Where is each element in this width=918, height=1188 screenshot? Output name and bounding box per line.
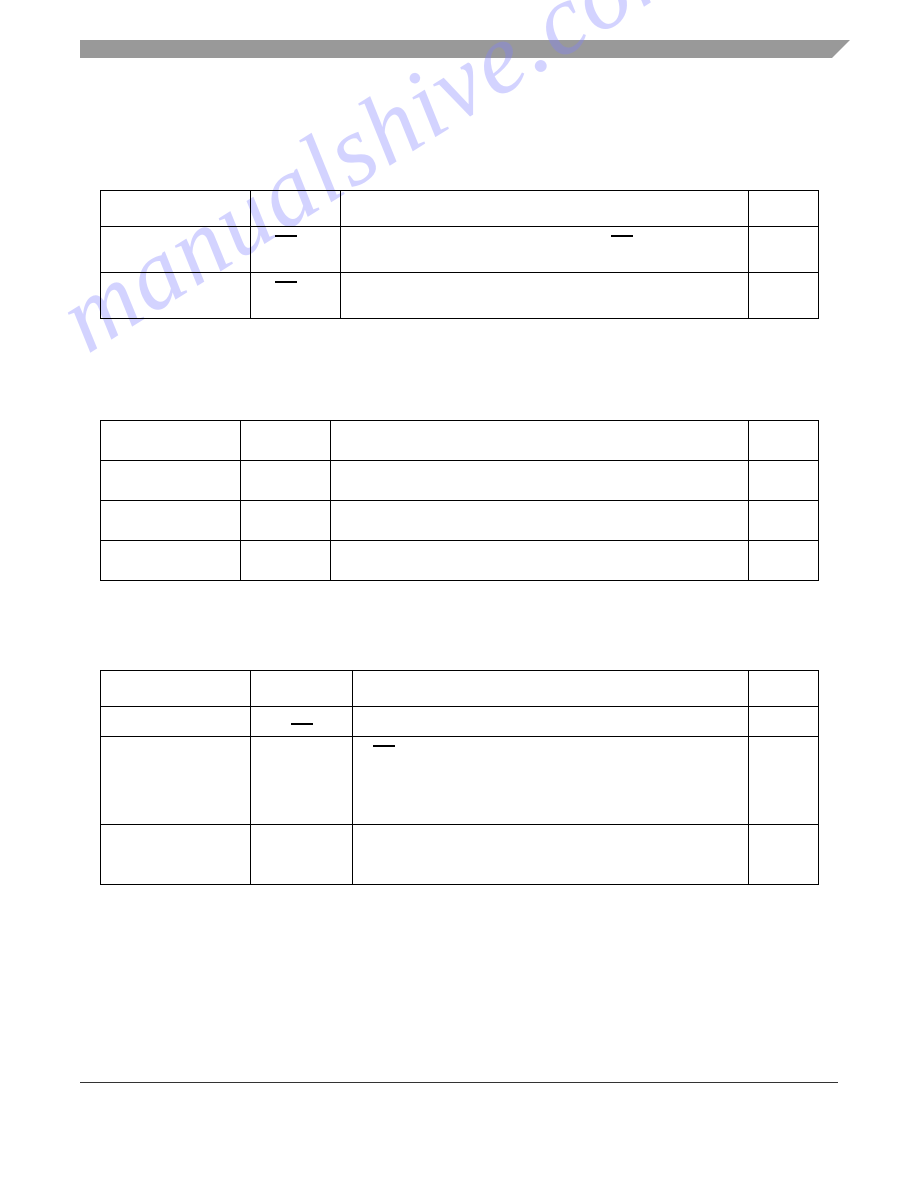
underline-mark — [373, 745, 395, 747]
underline-mark — [611, 235, 633, 237]
table-cell — [101, 461, 241, 501]
table-cell — [101, 501, 241, 541]
table-cell — [251, 227, 341, 273]
table-cell — [241, 421, 331, 461]
table-cell — [241, 541, 331, 581]
table-cell — [749, 541, 819, 581]
table-cell — [353, 825, 749, 885]
table-cell — [749, 273, 819, 319]
underline-mark — [275, 235, 297, 237]
table-1 — [100, 190, 819, 319]
table-cell — [341, 273, 749, 319]
table-cell — [749, 191, 819, 227]
table-cell — [251, 825, 353, 885]
table-cell — [101, 671, 251, 707]
table-cell — [749, 501, 819, 541]
header-bar — [80, 40, 840, 58]
table-row — [101, 707, 819, 737]
table-cell — [101, 421, 241, 461]
table-cell — [331, 461, 749, 501]
table-cell — [749, 227, 819, 273]
table-cell — [101, 707, 251, 737]
table-cell — [353, 737, 749, 825]
table-cell — [241, 461, 331, 501]
table-cell — [101, 227, 251, 273]
table-cell — [101, 541, 241, 581]
table-cell — [353, 671, 749, 707]
table-cell — [241, 501, 331, 541]
table-row — [101, 671, 819, 707]
table-cell — [749, 707, 819, 737]
table-cell — [101, 273, 251, 319]
table-cell — [341, 191, 749, 227]
table-cell — [353, 707, 749, 737]
table-cell — [749, 737, 819, 825]
table-cell — [251, 707, 353, 737]
table-row — [101, 541, 819, 581]
table-cell — [251, 671, 353, 707]
table-cell — [101, 737, 251, 825]
table-cell — [101, 825, 251, 885]
table-row — [101, 461, 819, 501]
table-cell — [749, 421, 819, 461]
table-cell — [749, 825, 819, 885]
table-row — [101, 273, 819, 319]
table-cell — [749, 671, 819, 707]
table-row — [101, 227, 819, 273]
underline-mark — [275, 281, 297, 283]
table-cell — [331, 541, 749, 581]
table-row — [101, 421, 819, 461]
footer-line — [80, 1082, 838, 1083]
table-cell — [251, 737, 353, 825]
table-cell — [341, 227, 749, 273]
table-cell — [331, 421, 749, 461]
table-row — [101, 501, 819, 541]
table-cell — [251, 273, 341, 319]
table-row — [101, 191, 819, 227]
table-cell — [101, 191, 251, 227]
table-cell — [331, 501, 749, 541]
underline-mark — [291, 723, 313, 725]
table-2 — [100, 420, 819, 581]
table-row — [101, 737, 819, 825]
table-row — [101, 825, 819, 885]
table-cell — [251, 191, 341, 227]
table-3 — [100, 670, 819, 885]
table-cell — [749, 461, 819, 501]
